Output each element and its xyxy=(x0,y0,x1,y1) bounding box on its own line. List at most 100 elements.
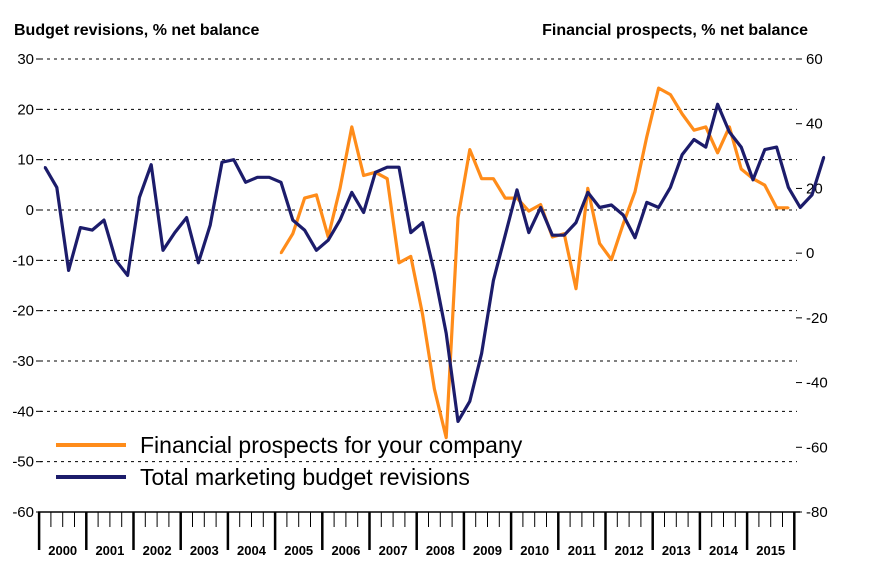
data-point-financial-prospects xyxy=(716,151,719,154)
right-tick-label: -40 xyxy=(806,375,828,392)
data-point-budget-revisions xyxy=(574,221,578,224)
data-point-financial-prospects xyxy=(598,242,601,245)
data-point-budget-revisions xyxy=(43,166,47,169)
data-point-financial-prospects xyxy=(480,177,483,180)
data-point-budget-revisions xyxy=(327,239,330,242)
data-point-budget-revisions xyxy=(220,161,224,164)
data-point-budget-revisions xyxy=(504,234,507,237)
year-label: 2000 xyxy=(48,543,77,558)
data-point-financial-prospects xyxy=(291,232,294,235)
data-point-budget-revisions xyxy=(492,279,495,282)
data-point-budget-revisions xyxy=(421,221,424,224)
data-point-financial-prospects xyxy=(539,203,542,206)
series-budget-revisions xyxy=(43,102,826,423)
year-label: 2006 xyxy=(331,543,360,558)
data-point-financial-prospects xyxy=(433,387,436,391)
data-point-budget-revisions xyxy=(433,271,436,275)
data-point-financial-prospects xyxy=(350,125,353,129)
year-label: 2001 xyxy=(95,543,124,558)
gridlines xyxy=(40,58,797,463)
year-label: 2012 xyxy=(615,543,644,558)
data-point-budget-revisions xyxy=(751,178,755,181)
data-point-budget-revisions xyxy=(645,201,648,204)
data-point-budget-revisions xyxy=(622,213,625,217)
left-tick-label: 30 xyxy=(17,51,34,68)
left-tick-label: 0 xyxy=(26,202,34,219)
data-point-budget-revisions xyxy=(386,166,389,169)
x-axis: 2000 2001 2002 2003 2004 2005 2006 2007 2008 2009… xyxy=(37,511,800,558)
left-tick-label: 20 xyxy=(17,101,34,118)
year-label: 2015 xyxy=(756,543,785,558)
year-label: 2011 xyxy=(568,543,596,558)
data-point-budget-revisions xyxy=(704,145,707,149)
data-point-budget-revisions xyxy=(633,236,637,239)
data-point-budget-revisions xyxy=(350,191,353,194)
series-line-financial-prospects xyxy=(279,86,789,440)
data-point-budget-revisions xyxy=(728,130,731,134)
data-point-budget-revisions xyxy=(114,259,118,262)
left-tick-label: 10 xyxy=(17,152,34,169)
data-point-financial-prospects xyxy=(622,222,625,226)
left-tick-label: -30 xyxy=(12,353,34,370)
right-tick-label: -80 xyxy=(806,504,828,521)
data-point-financial-prospects xyxy=(397,261,401,264)
data-point-budget-revisions xyxy=(586,191,589,194)
right-tick-label: 0 xyxy=(806,245,814,262)
data-point-financial-prospects xyxy=(645,135,648,138)
data-point-financial-prospects xyxy=(633,190,637,193)
data-point-financial-prospects xyxy=(492,177,495,180)
right-tick-label: -60 xyxy=(806,439,828,456)
data-point-financial-prospects xyxy=(527,209,530,213)
data-point-budget-revisions xyxy=(315,249,318,252)
series-line-budget-revisions xyxy=(43,102,826,423)
data-point-budget-revisions xyxy=(67,269,70,272)
data-point-budget-revisions xyxy=(173,231,176,234)
data-point-budget-revisions xyxy=(810,193,814,197)
data-point-budget-revisions xyxy=(102,218,106,222)
data-point-financial-prospects xyxy=(386,177,389,180)
data-point-budget-revisions xyxy=(185,216,188,219)
data-point-budget-revisions xyxy=(480,352,483,355)
data-point-financial-prospects xyxy=(362,174,365,177)
data-point-financial-prospects xyxy=(681,112,684,116)
data-point-budget-revisions xyxy=(527,231,530,234)
year-label: 2002 xyxy=(143,543,172,558)
data-point-budget-revisions xyxy=(138,196,141,199)
data-point-budget-revisions xyxy=(445,332,448,335)
data-point-financial-prospects xyxy=(468,148,471,151)
data-point-budget-revisions xyxy=(150,163,153,166)
data-point-financial-prospects xyxy=(445,436,448,439)
data-point-budget-revisions xyxy=(716,103,719,106)
data-point-financial-prospects xyxy=(787,206,790,209)
data-point-budget-revisions xyxy=(232,158,235,161)
series-financial-prospects xyxy=(279,86,790,440)
left-axis-title: Budget revisions, % net balance xyxy=(14,22,260,39)
data-point-budget-revisions xyxy=(775,145,778,149)
left-tick-label: -60 xyxy=(12,504,34,521)
data-point-budget-revisions xyxy=(256,176,259,179)
data-point-budget-revisions xyxy=(409,231,412,234)
left-tick-label: -20 xyxy=(12,303,34,320)
data-point-budget-revisions xyxy=(374,171,377,174)
year-label: 2003 xyxy=(190,543,219,558)
data-point-budget-revisions xyxy=(209,223,212,227)
data-point-budget-revisions xyxy=(244,181,247,184)
data-point-financial-prospects xyxy=(657,86,660,90)
year-label: 2013 xyxy=(662,543,691,558)
left-tick-label: -10 xyxy=(12,252,34,269)
data-point-budget-revisions xyxy=(362,211,365,214)
left-axis: 30 20 10 0 -10 -20 -30 -40 -50 -60 xyxy=(12,51,42,521)
data-point-financial-prospects xyxy=(775,206,778,209)
data-point-budget-revisions xyxy=(563,234,566,237)
year-label: 2014 xyxy=(709,543,739,558)
series-layer xyxy=(43,86,826,440)
data-point-budget-revisions xyxy=(468,400,471,403)
data-point-budget-revisions xyxy=(669,186,672,189)
left-tick-label: -40 xyxy=(12,403,34,420)
legend: Financial prospects for your company Tot… xyxy=(56,432,523,490)
data-point-budget-revisions xyxy=(681,153,684,156)
data-point-financial-prospects xyxy=(740,167,743,171)
year-label: 2009 xyxy=(473,543,502,558)
